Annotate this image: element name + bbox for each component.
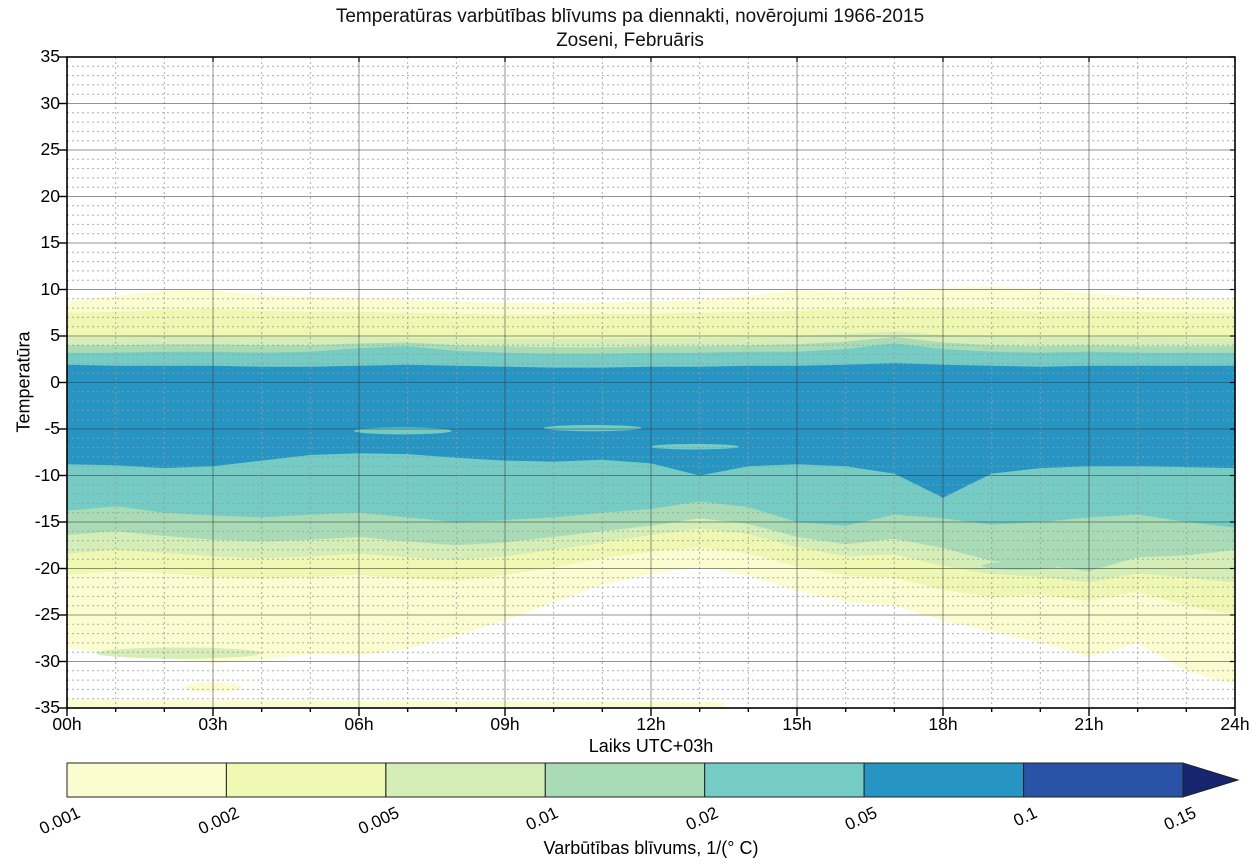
x-tick-label: 18h [928, 714, 958, 734]
x-tick-label: 03h [198, 714, 228, 734]
y-tick-label: 20 [40, 185, 60, 206]
y-tick-label: -15 [34, 511, 60, 532]
y-tick-label: 15 [40, 232, 60, 253]
y-tick-label: 30 [40, 92, 60, 113]
contour-island [543, 425, 642, 432]
x-tick-label: 06h [344, 714, 374, 734]
y-tick-label: 0 [50, 371, 60, 392]
colorbar-arrow [1182, 762, 1240, 798]
colorbar-tick-label: 0.001 [36, 803, 84, 839]
y-tick-label: -10 [34, 464, 60, 485]
colorbar-tick-label: 0.05 [842, 803, 881, 835]
contour-island [96, 647, 262, 659]
x-tick-label: 15h [782, 714, 812, 734]
colorbar-tick-label: 0.02 [682, 803, 721, 835]
colorbar-tick-label: 0.15 [1161, 803, 1200, 835]
colorbar-tick-label: 0.002 [195, 803, 243, 839]
chart-title-line1: Temperatūras varbūtības blīvums pa dienn… [335, 6, 925, 27]
colorbar-label: Varbūtības blīvums, 1/(° C) [543, 838, 759, 858]
y-tick-label: 35 [40, 46, 60, 67]
y-tick-label: -20 [34, 557, 60, 578]
x-axis-label: Laiks UTC+03h [588, 736, 714, 756]
x-tick-label: 24h [1220, 714, 1250, 734]
x-tick-label: 12h [636, 714, 666, 734]
y-tick-label: -5 [44, 418, 60, 439]
x-tick-label: 21h [1074, 714, 1104, 734]
contour-island [67, 699, 724, 708]
colorbar-segment [225, 762, 387, 798]
y-tick-label: 5 [50, 325, 60, 346]
colorbar-segment [385, 762, 546, 798]
colorbar-tick-label: 0.1 [1010, 803, 1040, 831]
x-tick-label: 00h [52, 714, 82, 734]
y-axis-label: Temperatūra [13, 331, 34, 433]
contour-bands-group [67, 57, 1235, 708]
colorbar-segment [544, 762, 706, 798]
colorbar-tick-label: 0.01 [523, 803, 562, 835]
colorbar-segment [704, 762, 865, 798]
y-tick-label: 25 [40, 139, 60, 160]
y-tick-label: -35 [34, 697, 60, 718]
colorbar-segment [66, 762, 227, 798]
x-tick-label: 09h [490, 714, 520, 734]
chart-title-line2: Zoseni, Februāris [556, 30, 704, 51]
colorbar-tick-label: 0.005 [355, 803, 402, 839]
y-tick-label: 10 [40, 278, 60, 299]
contour-island [651, 443, 739, 450]
y-tick-label: -30 [34, 650, 60, 671]
y-tick-label: -25 [34, 604, 60, 625]
